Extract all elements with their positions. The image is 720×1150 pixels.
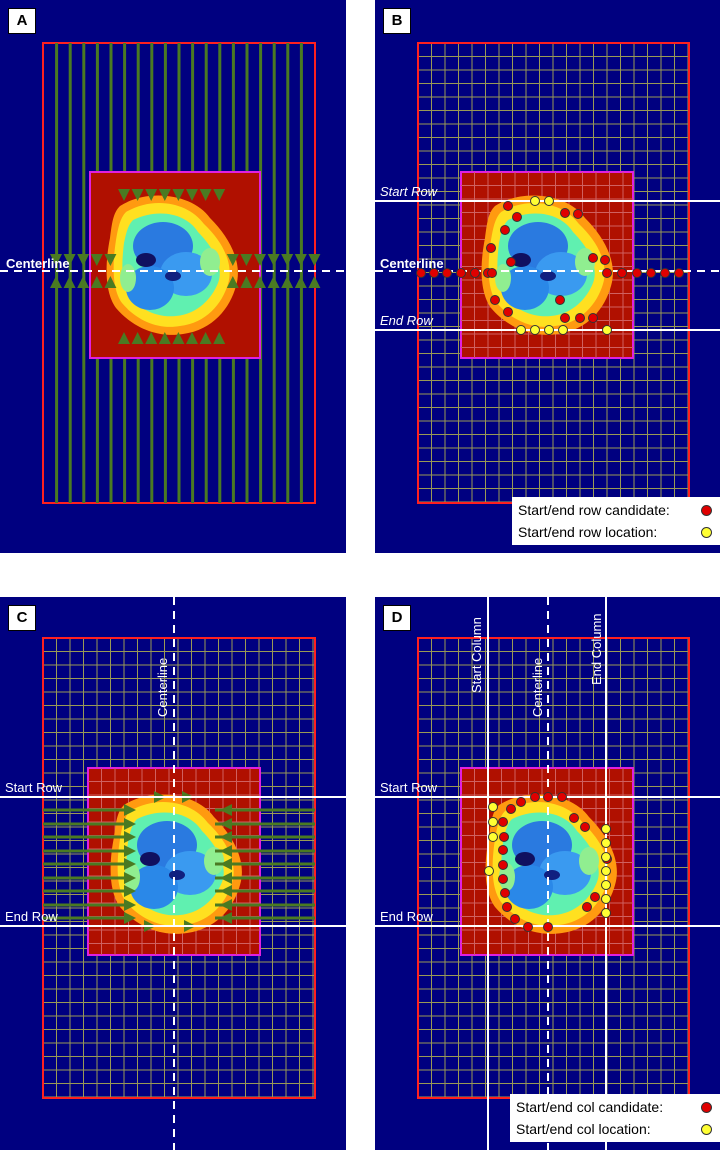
centerline-label: Centerline (530, 657, 545, 717)
red-dot-icon (701, 505, 712, 516)
heart-image (481, 195, 613, 335)
red-dot-icon (701, 1102, 712, 1113)
panel-a: A Centerline (0, 0, 346, 553)
panel-label-c: C (8, 605, 36, 631)
panel-c-graphic (0, 597, 346, 1150)
heart-image (106, 195, 238, 335)
legend-location: Start/end col location: (510, 1118, 720, 1140)
centerline-label: Centerline (380, 256, 444, 271)
panel-d-graphic (375, 597, 720, 1150)
panel-b: B Start Row Centerline End Row Start/end… (375, 0, 720, 553)
start-row-label: Start Row (5, 780, 63, 795)
panel-a-graphic (0, 42, 346, 504)
legend-candidate: Start/end col candidate: (510, 1096, 720, 1118)
end-row-label: End Row (380, 909, 433, 924)
panel-label-b: B (383, 8, 411, 34)
panel-b-graphic (375, 42, 720, 504)
centerline-label: Centerline (6, 256, 70, 271)
legend-candidate: Start/end row candidate: (512, 499, 720, 521)
legend: Start/end col candidate: Start/end col l… (510, 1094, 720, 1142)
legend: Start/end row candidate: Start/end row l… (512, 497, 720, 545)
heart-image (110, 794, 242, 934)
end-column-label: End Column (589, 613, 604, 685)
start-column-label: Start Column (469, 617, 484, 693)
start-row-label: Start Row (380, 780, 438, 795)
start-row-label: Start Row (380, 184, 438, 199)
panel-label-d: D (383, 605, 411, 631)
legend-location: Start/end row location: (512, 521, 720, 543)
end-row-label: End Row (380, 313, 433, 328)
panel-c: C Centerline Start Row End Row (0, 597, 346, 1150)
panel-d: D Start Column Centerline End Column Sta… (375, 597, 720, 1150)
centerline-label: Centerline (155, 657, 170, 717)
end-row-label: End Row (5, 909, 58, 924)
panel-label-a: A (8, 8, 36, 34)
yellow-dot-icon (701, 1124, 712, 1135)
yellow-dot-icon (701, 527, 712, 538)
